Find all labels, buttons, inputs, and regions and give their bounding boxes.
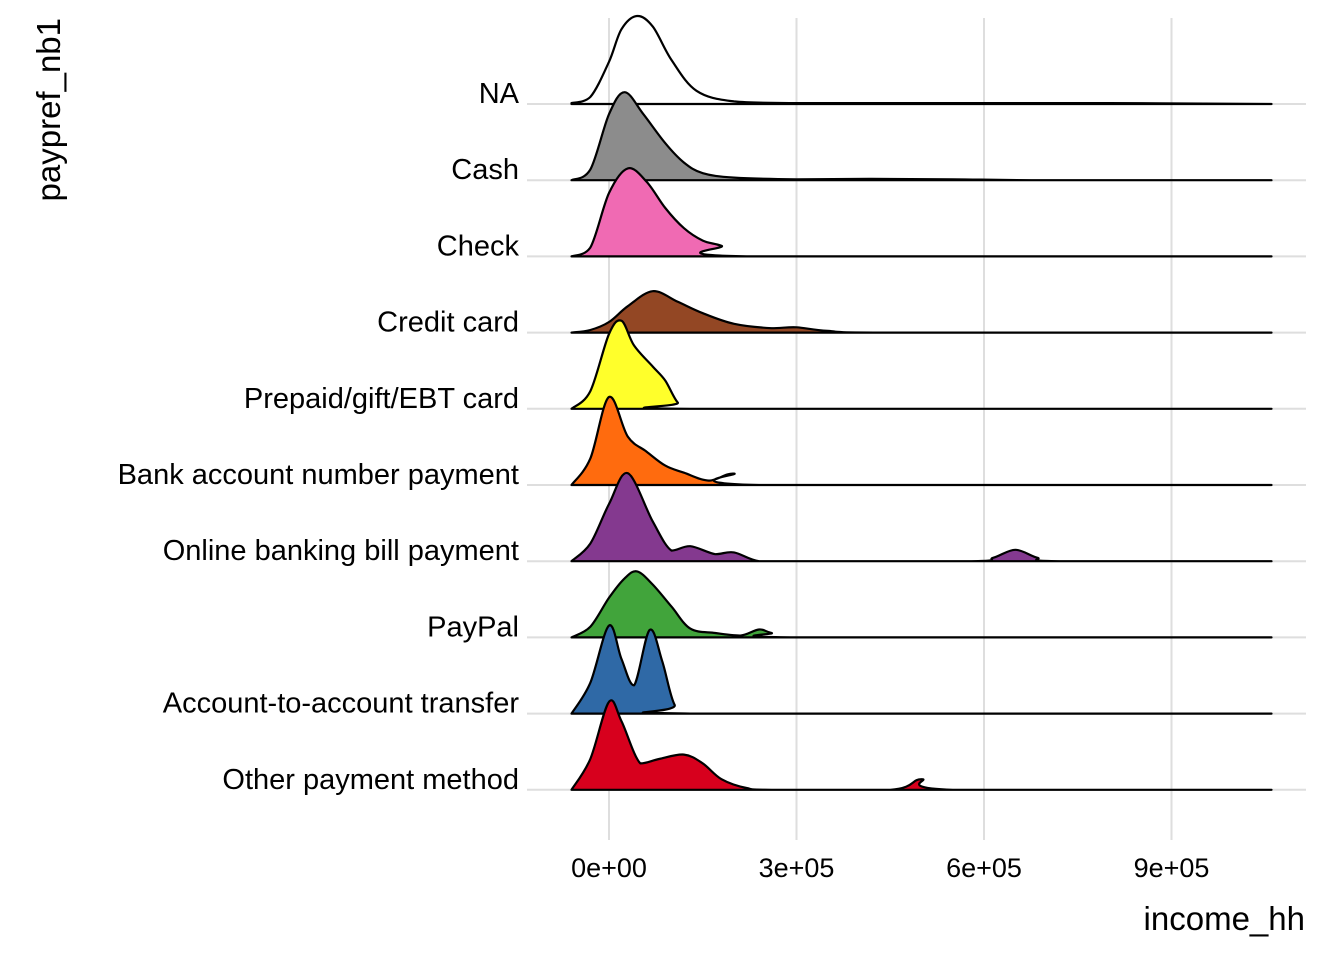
- ridge-prepaid-gift-ebt-card: [570, 319, 1273, 410]
- ridge-credit-card: [570, 290, 1273, 334]
- label-layer: 0e+00 3e+05 6e+05 9e+05 NA Cash Check Credit ca…: [118, 78, 1210, 883]
- y-category-label: Credit card: [377, 307, 519, 339]
- ridge-na: [570, 14, 1273, 106]
- x-tick-label: 0e+00: [571, 853, 647, 883]
- x-tick-label: 6e+05: [946, 853, 1022, 883]
- ridge-other-payment-method: [570, 699, 1273, 791]
- ridge-paypal: [570, 570, 1273, 639]
- ridge-online-banking-bill-payment: [570, 472, 1273, 563]
- y-category-label: Bank account number payment: [118, 459, 519, 491]
- y-category-label: Online banking bill payment: [163, 535, 519, 567]
- ridge-layer: [570, 14, 1273, 791]
- ridge-cash: [570, 91, 1273, 182]
- y-category-label: Check: [437, 230, 520, 262]
- y-category-label: Account-to-account transfer: [163, 688, 520, 720]
- y-category-label: Cash: [451, 154, 519, 186]
- y-category-label: NA: [479, 78, 520, 110]
- y-category-label: PayPal: [427, 611, 519, 643]
- y-category-label: Prepaid/gift/EBT card: [244, 383, 519, 415]
- y-category-label: Other payment method: [222, 764, 519, 796]
- x-tick-label: 9e+05: [1134, 853, 1210, 883]
- ridge-bank-account-number-payment: [570, 395, 1273, 487]
- ridge-check: [570, 167, 1273, 258]
- ridge-account-to-account-transfer: [570, 624, 1273, 715]
- y-axis-title: paypref_nb1: [30, 18, 67, 201]
- x-axis-title: income_hh: [1144, 900, 1305, 937]
- x-tick-label: 3e+05: [759, 853, 835, 883]
